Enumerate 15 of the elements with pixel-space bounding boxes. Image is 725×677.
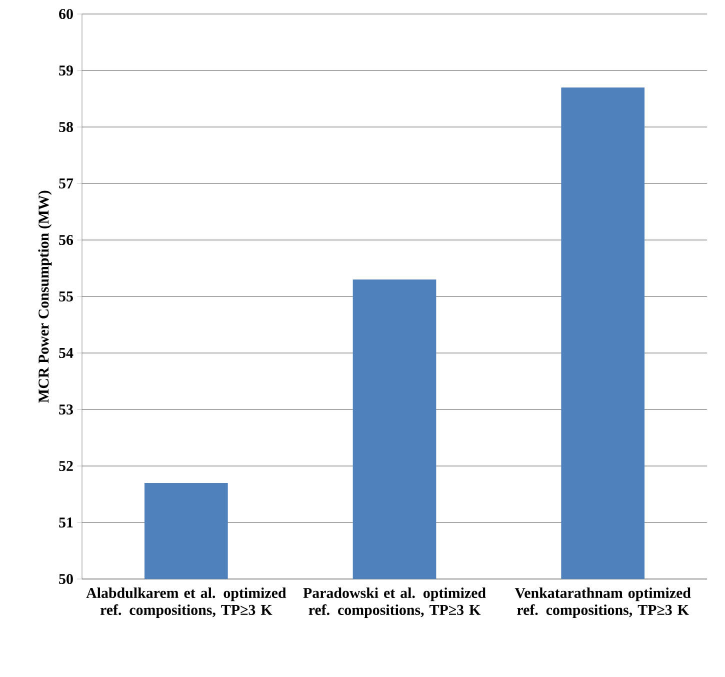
y-tick-label: 56 [59,234,74,246]
y-tick-label: 54 [59,348,74,358]
y-tick-label: 55 [59,292,73,302]
y-tick-label: 59 [59,65,73,76]
y-tick-label: 58 [59,122,73,132]
y-tick-label: 53 [59,404,73,415]
y-tick-label: 51 [59,518,73,528]
y-tick-label: 57 [59,178,74,188]
x-tick-label: Paradowski et al. optimized ref. compositions, TP≥3 K [303,588,486,618]
y-tick-label: 50 [59,574,73,584]
x-tick-label: Alabdulkarem et al. optimized ref. compositions, TP≥3 K [86,588,286,618]
y-axis-title: MCR Power Consumption (MW) [38,190,52,403]
x-tick-label: Venkatarathnam optimized ref. compositions, TP≥3 K [514,588,691,618]
y-tick-label: 60 [59,8,73,20]
y-tick-label: 52 [59,460,73,472]
